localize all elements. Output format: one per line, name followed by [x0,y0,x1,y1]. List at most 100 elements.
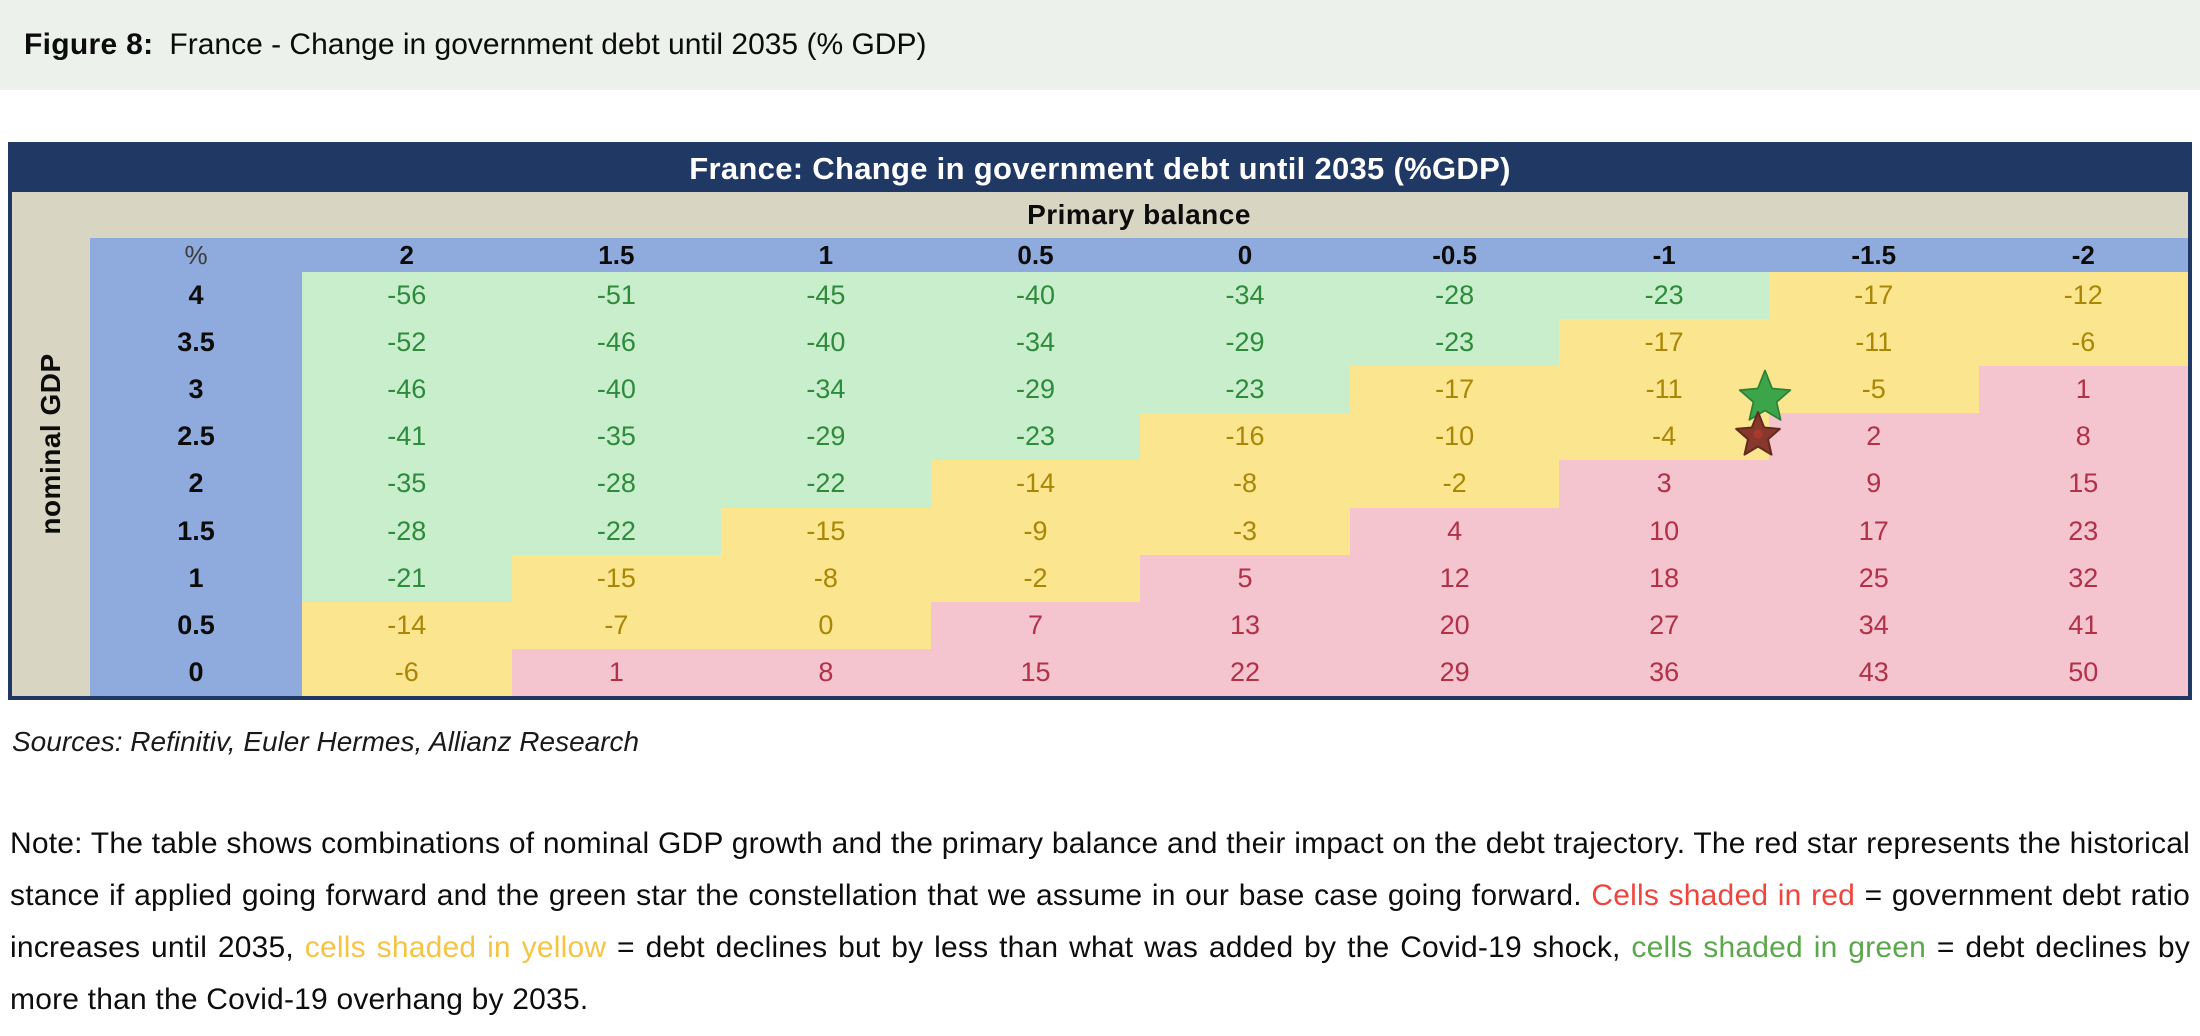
table-body: nominal GDP Primary balance % 2 1.5 1 0.5 0-… [12,192,2189,696]
row-label: 3 [90,366,302,414]
table-cell: 41 [1978,601,2189,649]
table-cell: 7 [930,601,1141,649]
column-header: 1.5 [598,239,635,270]
table-row: 0.5 -14 -7 0 7 13 20 27 34 41 [90,601,2189,649]
column-header: -0.5 [1432,239,1477,270]
figure-label: Figure 8: [24,28,154,61]
table-cell: 3 [1559,460,1769,508]
note-text-segment: Note: The table shows combinations of no… [10,827,2190,912]
column-header: -2 [2071,239,2095,270]
note-colored-segment: cells shaded in green [1631,931,1927,964]
table-cell: -51 [511,272,722,320]
note-text-segment: = government debt ratio increases until … [10,879,2190,964]
table-row: 2 -35 -28 -22 -14 -8 -2 3 9 15 [90,460,2189,508]
unit-corner-label: % [184,239,208,270]
x-axis-label: Primary balance [90,192,2188,238]
y-axis-label: nominal GDP [35,353,66,535]
y-axis-label-strip: nominal GDP [12,192,90,696]
note-colored-segment: cells shaded in yellow [304,931,607,964]
table-cell: -6 [1978,319,2189,367]
table-cell: -7 [511,601,722,649]
table-cell: 13 [1140,601,1350,649]
table-cell: -10 [1349,413,1560,461]
table-cell: -34 [930,319,1141,367]
table-cell: -22 [721,460,931,508]
table-cell: -29 [930,366,1141,414]
column-header: 0 [1237,239,1253,270]
table-cell: -46 [302,366,512,414]
column-header: -1.5 [1851,239,1897,270]
table-cell: 12 [1349,554,1560,602]
table-cell: -9 [930,507,1141,555]
row-label: 4 [90,272,302,320]
table-cell: 36 [1559,648,1769,696]
table-row: 3 -46 -40 -34 -29 -23 -17 -11 -5 1 [90,366,2189,414]
sources-line: Sources: Refinitiv, Euler Hermes, Allian… [12,726,640,757]
row-label: 1 [90,554,302,602]
table-cell: -40 [511,366,722,414]
table-cell: -28 [302,507,512,555]
table-row: 1 -21 -15 -8 -2 5 12 18 25 32 [90,554,2189,602]
table-cell: 1 [1978,366,2189,414]
table-cell: 8 [721,648,931,696]
note-paragraph: Note: The table shows combinations of no… [10,818,2190,1026]
table-cell: -8 [1140,460,1350,508]
table-cell: -23 [930,413,1141,461]
figure-title: France - Change in government debt until… [169,28,927,61]
row-label: 0 [90,648,302,696]
table-cell: -41 [302,413,512,461]
table-cell: -17 [1349,366,1560,414]
table-cell: -29 [1140,319,1350,367]
table-cell: 23 [1978,507,2189,555]
table-cell: 20 [1349,601,1560,649]
table-cell: 15 [930,648,1141,696]
table-row: 2.5 -41 -35 -29 -23 -16 -10 -4 2 8 [90,413,2189,461]
row-label: 3.5 [90,319,302,367]
table-cell: -28 [1349,272,1560,320]
table-cell: -17 [1768,272,1979,320]
table-cell: -2 [1349,460,1560,508]
table-cell: 10 [1559,507,1769,555]
table-cell: -5 [1768,366,1979,414]
table-cell: -4 [1559,413,1769,461]
table-cell: 4 [1349,507,1560,555]
table-cell: -40 [930,272,1141,320]
table-cell: -21 [302,554,512,602]
table-cell: 17 [1768,507,1979,555]
table-cell: 34 [1768,601,1979,649]
table-cell: -35 [302,460,512,508]
table-cell: -22 [511,507,722,555]
debt-heatmap-table: France: Change in government debt until … [8,142,2192,700]
table-cell: 8 [1978,413,2189,461]
table-cell: 29 [1349,648,1560,696]
table-cell: 2 [1768,413,1979,461]
table-cell: -2 [930,554,1141,602]
row-label: 1.5 [90,507,302,555]
table-cell: -56 [302,272,512,320]
table-cell: 22 [1140,648,1350,696]
table-row: 4 -56 -51 -45 -40 -34 -28 -23 -17 -12 [90,272,2189,320]
table-cell: -45 [721,272,931,320]
table-cell: -6 [302,648,512,696]
table-title: France: Change in government debt until … [12,146,2188,192]
table-cell: 50 [1978,648,2189,696]
table-cell: 32 [1978,554,2189,602]
table-cell: -34 [721,366,931,414]
table-cell: -23 [1559,272,1769,320]
table-row: 1.5 -28 -22 -15 -9 -3 4 10 17 23 [90,507,2189,555]
table-cell: -12 [1978,272,2189,320]
table-cell: 1 [511,648,722,696]
figure-header-banner: Figure 8: France - Change in government … [0,0,2200,90]
table-rows: 4 -56 -51 -45 -40 -34 -28 -23 -17 -12 3.5 -52 -46 -40… [90,272,2189,696]
table-cell: -14 [930,460,1141,508]
table-cell: -14 [302,601,512,649]
table-cell: -35 [511,413,722,461]
table-cell: -46 [511,319,722,367]
table-cell: -8 [721,554,931,602]
table-cell: 25 [1768,554,1979,602]
table-cell: -23 [1349,319,1560,367]
table-cell: -52 [302,319,512,367]
table-cell: -11 [1768,319,1979,367]
table-cell: 9 [1768,460,1979,508]
table-cell: -23 [1140,366,1350,414]
